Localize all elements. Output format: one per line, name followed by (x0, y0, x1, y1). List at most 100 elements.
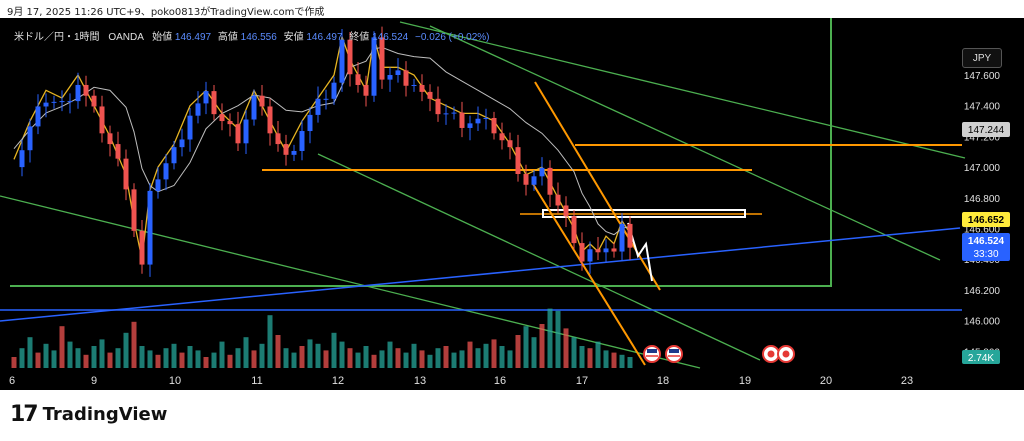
candle-body (187, 115, 193, 140)
blue-rising-line[interactable] (0, 227, 961, 322)
volume-bar (395, 348, 401, 368)
candle-body (443, 113, 449, 115)
candle-body (539, 167, 545, 177)
candle-body (211, 91, 217, 115)
volume-bar (131, 321, 137, 368)
x-tick-label: 18 (657, 375, 669, 387)
candle-body (19, 150, 25, 168)
us-flag-event-icon[interactable] (643, 345, 661, 363)
tradingview-logo-text: TradingView (42, 404, 168, 425)
green-trendline-long[interactable] (0, 195, 701, 369)
green-trendline-upper[interactable] (399, 21, 966, 159)
candle-body (395, 70, 401, 75)
volume-bar (499, 346, 505, 368)
candle-body (75, 84, 81, 102)
volume-bar (555, 310, 561, 368)
candle-body (315, 98, 321, 115)
legend-open-label: 始値 (152, 30, 172, 43)
candle-body (459, 112, 465, 128)
candlestick-layer (19, 26, 633, 277)
candle-body (483, 117, 489, 119)
price-tag-yellow-text: 146.652 (968, 215, 1005, 226)
candle-body (331, 82, 337, 99)
candle-body (155, 179, 161, 191)
legend-low-label: 安値 (284, 30, 304, 43)
candle-body (259, 95, 265, 107)
volume-bar (595, 341, 601, 368)
candle-body (427, 91, 433, 99)
green-trendline-channel[interactable] (429, 25, 941, 261)
volume-bar (267, 315, 273, 368)
legend-low: 146.497 (306, 32, 343, 43)
volume-bar (139, 346, 145, 368)
candle-body (171, 147, 177, 164)
white-projection-path[interactable] (627, 222, 653, 282)
x-tick-label: 16 (494, 375, 506, 387)
price-chart[interactable]: 147.600 147.400 147.200 147.000 146.800 146.6… (0, 18, 1024, 390)
candle-body (339, 39, 345, 83)
symbol-legend[interactable]: 米ドル／円・1時間 OANDA 始値 146.497 高値 146.556 安値… (14, 30, 490, 43)
candle-body (67, 101, 73, 103)
candle-body (531, 176, 537, 185)
green-trendline-mid[interactable] (317, 153, 761, 361)
candle-body (123, 158, 129, 190)
candle-body (323, 98, 329, 100)
candle-body (515, 147, 521, 175)
currency-button[interactable]: JPY (962, 48, 1002, 68)
candle-body (475, 118, 481, 124)
candle-body (91, 95, 97, 107)
volume-bar (35, 352, 41, 368)
volume-bar (387, 341, 393, 368)
volume-tag: 2.74K (962, 350, 1000, 364)
volume-bar (115, 348, 121, 368)
candle-body (523, 174, 529, 185)
volume-bar (283, 348, 289, 368)
candle-body (307, 114, 313, 132)
x-tick-label: 12 (332, 375, 344, 387)
volume-bar (291, 352, 297, 368)
candle-body (499, 133, 505, 141)
white-zone-box[interactable] (542, 209, 746, 218)
tradingview-logo-icon: 17 (10, 402, 39, 427)
volume-bar (611, 352, 617, 368)
volume-layer (11, 308, 633, 368)
candle-body (179, 139, 185, 148)
legend-high-label: 高値 (218, 30, 238, 43)
candle-body (379, 37, 385, 80)
candle-body (619, 223, 625, 252)
volume-tag-text: 2.74K (968, 353, 994, 364)
candle-body (347, 39, 353, 75)
volume-bar (123, 332, 129, 368)
candle-body (267, 106, 273, 134)
volume-bar (347, 348, 353, 368)
chart-canvas[interactable]: 147.600 147.400 147.200 147.000 146.800 146.6… (0, 18, 1024, 390)
jp-flag-event-icon[interactable] (777, 345, 795, 363)
volume-bar (163, 348, 169, 368)
x-tick-label: 11 (251, 375, 262, 387)
orange-channel-lower[interactable] (532, 183, 646, 366)
volume-bar (339, 341, 345, 368)
green-box[interactable] (10, 18, 832, 287)
volume-bar (11, 357, 17, 368)
candle-body (195, 103, 201, 116)
volume-bar (307, 339, 313, 368)
legend-change: −0.026 (+0.02%) (415, 32, 490, 43)
drawing-layer[interactable] (0, 18, 966, 369)
us-flag-event-icon[interactable] (665, 345, 683, 363)
time-axis[interactable]: 6 9 10 11 12 13 16 17 18 19 20 23 (9, 375, 913, 387)
y-tick-label: 146.800 (964, 194, 1001, 205)
volume-bar (627, 357, 633, 368)
candle-body (139, 230, 145, 265)
candle-body (235, 124, 241, 144)
volume-bar (443, 346, 449, 368)
jp-flag-event-icon[interactable] (762, 345, 780, 363)
y-tick-label: 146.200 (964, 286, 1001, 297)
volume-bar (547, 308, 553, 368)
candle-body (251, 95, 257, 120)
candle-body (107, 133, 113, 145)
volume-bar (187, 346, 193, 368)
volume-bar (51, 350, 57, 368)
y-tick-label: 147.600 (964, 71, 1001, 82)
volume-bar (539, 324, 545, 368)
tradingview-logo[interactable]: 17 TradingView (10, 402, 167, 427)
